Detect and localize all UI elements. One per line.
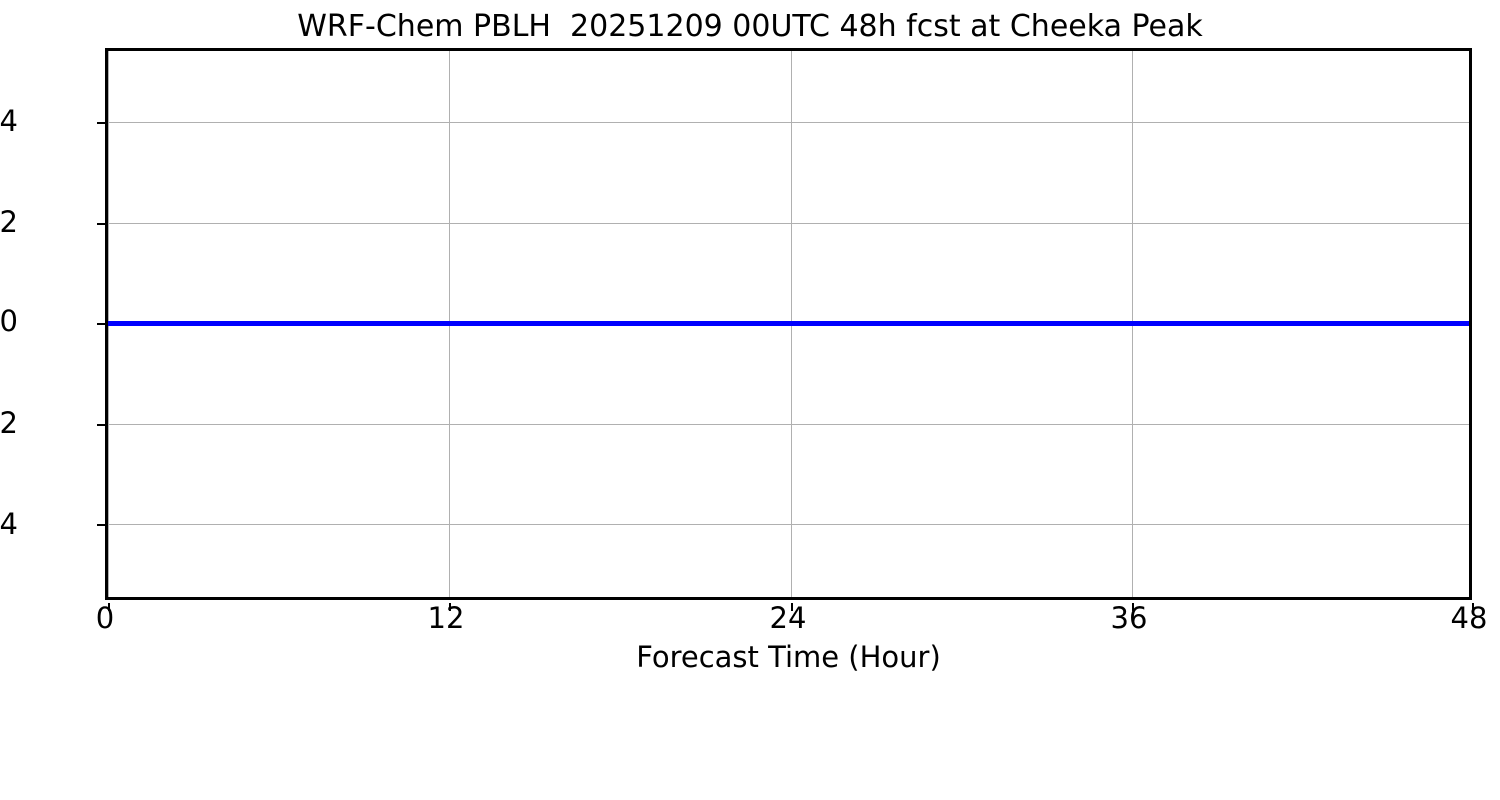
y-tick-mark-1 xyxy=(97,223,105,225)
gridline-horizontal-0.04 xyxy=(108,122,1469,123)
x-tick-mark-36 xyxy=(1132,603,1134,611)
chart-title: WRF-Chem PBLH 20251209 00UTC 48h fcst at… xyxy=(297,9,1203,44)
y-tick-mark-2 xyxy=(97,323,105,325)
y-tick-label-3: −0.02 xyxy=(0,406,18,440)
y-tick-label-2: 0.00 xyxy=(0,304,18,338)
x-axis-label: Forecast Time (Hour) xyxy=(636,640,941,674)
gridline-horizontal--0.04 xyxy=(108,524,1469,525)
plot-inner xyxy=(108,51,1469,597)
y-tick-label-4: −0.04 xyxy=(0,507,18,541)
gridline-horizontal--0.02 xyxy=(108,424,1469,425)
y-tick-label-0: 0.04 xyxy=(0,104,18,138)
plot-area xyxy=(97,48,1474,611)
x-tick-mark-48 xyxy=(1472,603,1474,611)
x-tick-label-3: 36 xyxy=(1110,601,1148,635)
y-tick-label-1: 0.02 xyxy=(0,205,18,239)
y-tick-mark-3 xyxy=(97,424,105,426)
series-line-pblh xyxy=(108,321,1469,326)
x-tick-mark-0 xyxy=(108,603,110,611)
x-tick-mark-24 xyxy=(791,603,793,611)
x-tick-label-4: 48 xyxy=(1450,601,1488,635)
x-tick-label-1: 12 xyxy=(427,601,465,635)
x-tick-label-0: 0 xyxy=(95,601,115,635)
x-tick-mark-12 xyxy=(449,603,451,611)
gridline-horizontal-0.02 xyxy=(108,223,1469,224)
x-tick-label-2: 24 xyxy=(769,601,807,635)
y-tick-mark-0 xyxy=(97,122,105,124)
y-tick-mark-4 xyxy=(97,524,105,526)
